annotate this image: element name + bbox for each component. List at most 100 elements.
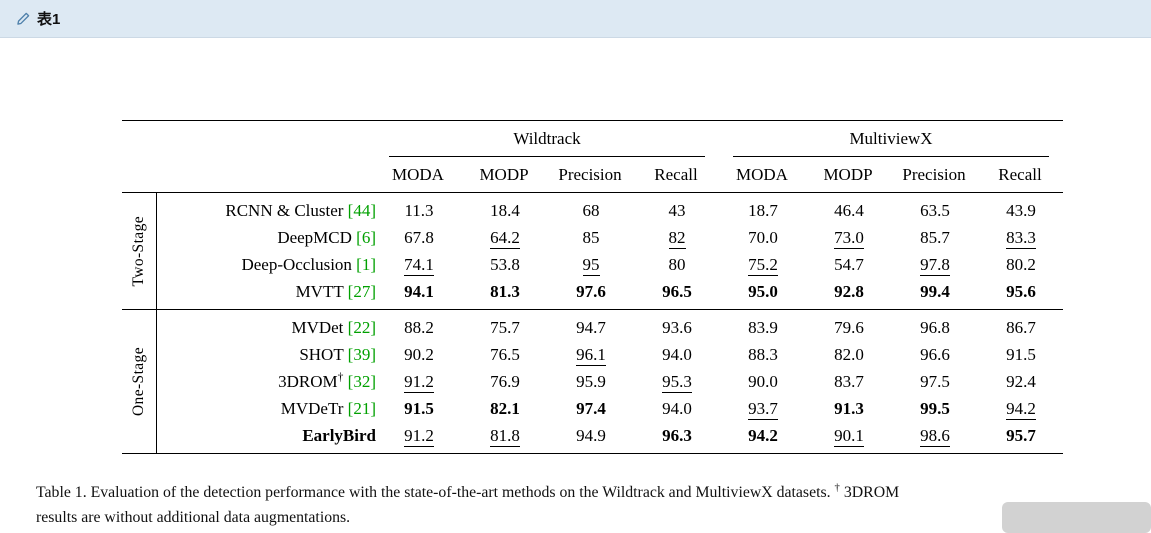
citation-link[interactable]: [6] xyxy=(351,228,376,247)
table-row: SHOT [39] 90.2 76.5 96.1 94.0 88.3 82.0 96.6 91.… xyxy=(157,341,1064,368)
metric-cell: 94.7 xyxy=(576,318,606,337)
metric-cell: 91.3 xyxy=(834,399,864,418)
metric-cell: 96.5 xyxy=(662,282,692,301)
citation-link[interactable]: [22] xyxy=(343,318,376,337)
metric-cell: 88.2 xyxy=(404,318,434,337)
table-row: MVDet [22] 88.2 75.7 94.7 93.6 83.9 79.6 96.8 86… xyxy=(157,314,1064,341)
metric-cell: 95.9 xyxy=(576,372,606,391)
metric-cell: 83.3 xyxy=(1006,228,1036,249)
metric-cell: 99.4 xyxy=(920,282,950,301)
metric-cell: 67.8 xyxy=(404,228,434,247)
topbar: 表1 xyxy=(0,0,1151,38)
table-body: Two-Stage RCNN & Cluster [44] 11.3 18.4 68 43… xyxy=(122,193,1063,453)
metric-cell: 43.9 xyxy=(1006,201,1036,220)
metric-cell: 74.1 xyxy=(404,255,434,276)
column-header-row: MODA MODP Precision Recall MODA MODP Pre… xyxy=(122,157,1063,193)
metric-cell: 95.3 xyxy=(662,372,692,393)
table-row: RCNN & Cluster [44] 11.3 18.4 68 43 18.7 46.4 6… xyxy=(157,197,1064,224)
metric-cell: 95.7 xyxy=(1006,426,1036,445)
citation-link[interactable]: [27] xyxy=(343,282,376,301)
col-header-modp-wildtrack: MODP xyxy=(479,165,529,184)
metric-cell: 96.3 xyxy=(662,426,692,445)
metric-cell: 94.2 xyxy=(748,426,778,445)
metric-cell: 97.5 xyxy=(920,372,950,391)
metric-cell: 92.8 xyxy=(834,282,864,301)
cmidrule xyxy=(389,156,705,157)
metric-cell: 79.6 xyxy=(834,318,864,337)
metric-cell: 96.6 xyxy=(920,345,950,364)
metric-cell: 76.5 xyxy=(490,345,520,364)
section-two-stage: Two-Stage RCNN & Cluster [44] 11.3 18.4 68 43… xyxy=(122,193,1063,310)
metric-cell: 82.1 xyxy=(490,399,520,418)
citation-link[interactable]: [21] xyxy=(343,399,376,418)
col-header-precision-wildtrack: Precision xyxy=(558,165,622,184)
metric-cell: 93.7 xyxy=(748,399,778,420)
group-header-multiviewx: MultiviewX xyxy=(719,121,1063,157)
citation-link[interactable]: [1] xyxy=(351,255,376,274)
section-rows: MVDet [22] 88.2 75.7 94.7 93.6 83.9 79.6 96.8 86… xyxy=(156,310,1064,453)
section-label-cell: One-Stage xyxy=(122,310,156,453)
metric-cell: 54.7 xyxy=(834,255,864,274)
metric-cell: 46.4 xyxy=(834,201,864,220)
metric-cell: 96.8 xyxy=(920,318,950,337)
metric-cell: 70.0 xyxy=(748,228,778,247)
metric-cell: 76.9 xyxy=(490,372,520,391)
metric-cell: 73.0 xyxy=(834,228,864,249)
metric-cell: 81.3 xyxy=(490,282,520,301)
metric-cell: 18.7 xyxy=(748,201,778,220)
table-row: EarlyBird 91.2 81.8 94.9 96.3 94.2 90.1 98.6 95.… xyxy=(157,422,1064,449)
results-table: Wildtrack MultiviewX MODA MODP Precision… xyxy=(122,120,1063,454)
metric-cell: 95.0 xyxy=(748,282,778,301)
metric-cell: 90.1 xyxy=(834,426,864,447)
metric-cell: 86.7 xyxy=(1006,318,1036,337)
metric-cell: 96.1 xyxy=(576,345,606,366)
metric-cell: 90.2 xyxy=(404,345,434,364)
group-label: Wildtrack xyxy=(513,129,581,148)
citation-link[interactable]: [44] xyxy=(343,201,376,220)
citation-link[interactable]: [39] xyxy=(343,345,376,364)
metric-cell: 82 xyxy=(668,228,686,249)
metric-cell: 94.0 xyxy=(662,345,692,364)
edit-pencil-icon[interactable] xyxy=(16,12,30,26)
metric-cell: 80.2 xyxy=(1006,255,1036,274)
metric-cell: 91.2 xyxy=(404,426,434,447)
citation-link[interactable]: [32] xyxy=(343,372,376,391)
section-rows: RCNN & Cluster [44] 11.3 18.4 68 43 18.7 46.4 6… xyxy=(156,193,1064,309)
method-name: Deep-Occlusion [1] xyxy=(241,255,376,274)
metric-cell: 83.9 xyxy=(748,318,778,337)
col-header-modp-multiviewx: MODP xyxy=(823,165,873,184)
cmidrule xyxy=(733,156,1049,157)
section-one-stage: One-Stage MVDet [22] 88.2 75.7 94.7 93.6 83.9 7… xyxy=(122,310,1063,453)
metric-cell: 97.4 xyxy=(576,399,606,418)
topbar-title: 表1 xyxy=(37,11,61,28)
col-header-moda-multiviewx: MODA xyxy=(736,165,788,184)
metric-cell: 91.2 xyxy=(404,372,434,393)
metric-cell: 85 xyxy=(582,228,600,247)
col-header-recall-wildtrack: Recall xyxy=(654,165,698,184)
metric-cell: 68 xyxy=(582,201,600,220)
dagger-symbol: † xyxy=(834,481,840,494)
stub-method-cell xyxy=(156,157,375,192)
table-row: DeepMCD [6] 67.8 64.2 85 82 70.0 73.0 85.7 83.3 xyxy=(157,224,1064,251)
metric-cell: 94.9 xyxy=(576,426,606,445)
metric-cell: 83.7 xyxy=(834,372,864,391)
group-header-wildtrack: Wildtrack xyxy=(375,121,719,157)
metric-cell: 93.6 xyxy=(662,318,692,337)
metric-cell: 82.0 xyxy=(834,345,864,364)
metric-cell: 75.7 xyxy=(490,318,520,337)
metric-cell: 95 xyxy=(582,255,600,276)
metric-cell: 81.8 xyxy=(490,426,520,447)
metric-cell: 43 xyxy=(668,201,686,220)
table-row: 3DROM† [32] 91.2 76.9 95.9 95.3 90.0 83.7 97.5 9… xyxy=(157,368,1064,395)
stub-cell xyxy=(122,157,156,192)
metric-cell: 75.2 xyxy=(748,255,778,276)
metric-cell: 92.4 xyxy=(1006,372,1036,391)
caption-text: Table 1. Evaluation of the detection per… xyxy=(36,484,835,501)
method-name: SHOT [39] xyxy=(299,345,376,364)
metric-cell: 99.5 xyxy=(920,399,950,418)
caption-text: results are without additional data augm… xyxy=(36,509,351,526)
col-header-precision-multiviewx: Precision xyxy=(902,165,966,184)
table-row: Deep-Occlusion [1] 74.1 53.8 95 80 75.2 54.7 97… xyxy=(157,251,1064,278)
metric-cell: 97.8 xyxy=(920,255,950,276)
